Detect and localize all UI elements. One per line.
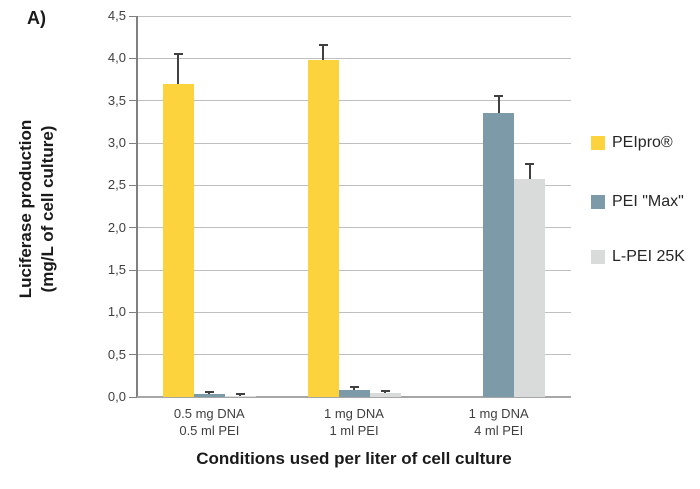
y-tick-label: 2,5 xyxy=(107,177,126,193)
y-tick-label: 0,0 xyxy=(107,389,126,404)
x-axis-line xyxy=(137,396,571,398)
y-axis-title-line1: Luciferase production xyxy=(16,119,35,299)
error-bar-line xyxy=(353,386,355,391)
x-category-label: 0.5 mg DNA 0.5 ml PEI xyxy=(137,405,281,439)
y-axis-title-line2: (mg/L of cell culture) xyxy=(38,125,57,293)
legend-label: PEIpro® xyxy=(612,134,673,151)
y-tick-label: 3,5 xyxy=(107,92,126,108)
bar-l-pei-25k xyxy=(369,392,401,397)
y-axis-tick xyxy=(129,354,137,356)
bar-pei-max- xyxy=(338,390,370,397)
legend-item: L-PEI 25K xyxy=(591,248,685,266)
y-axis-tick xyxy=(129,396,137,398)
bar-l-pei-25k xyxy=(224,395,256,397)
bar-l-pei-25k xyxy=(514,179,546,397)
y-axis-tick xyxy=(129,100,137,102)
y-axis-tick xyxy=(129,142,137,144)
legend-item: PEI "Max" xyxy=(591,193,684,211)
y-gridline xyxy=(137,142,571,144)
y-gridline xyxy=(137,15,571,17)
y-gridline xyxy=(137,269,571,271)
y-tick-label: 1,5 xyxy=(107,262,126,277)
legend-label: PEI "Max" xyxy=(612,193,684,210)
error-bar-line xyxy=(177,54,180,84)
y-gridline xyxy=(137,311,571,313)
y-tick-label: 1,0 xyxy=(107,304,126,320)
error-bar-cap xyxy=(380,390,390,393)
y-tick-label: 4,5 xyxy=(107,8,126,23)
x-category-label-line: 0.5 mg DNA xyxy=(173,406,245,421)
y-axis-line xyxy=(136,16,138,398)
x-category-label-line: 1 ml PEI xyxy=(329,423,379,438)
error-bar-line xyxy=(528,164,531,180)
y-axis-tick xyxy=(129,184,137,186)
y-tick-label: 3,0 xyxy=(107,135,126,150)
y-gridline xyxy=(137,184,571,186)
y-tick-label: 4,0 xyxy=(107,50,126,66)
x-category-label-line: 4 ml PEI xyxy=(474,423,524,438)
x-category-label-line: 0.5 ml PEI xyxy=(179,423,240,438)
x-category-label: 1 mg DNA 4 ml PEI xyxy=(427,405,571,439)
y-axis-tick xyxy=(129,311,137,313)
legend-swatch xyxy=(591,195,605,209)
y-axis-tick xyxy=(129,269,137,271)
x-category-label-line: 1 mg DNA xyxy=(324,406,384,421)
error-bar-line xyxy=(208,391,211,395)
legend-label: L-PEI 25K xyxy=(612,248,685,265)
error-bar-cap xyxy=(235,393,245,396)
error-bar-cap xyxy=(318,43,328,46)
bar-peipro- xyxy=(162,83,194,397)
error-bar-cap xyxy=(494,95,504,98)
y-tick-label: 2,0 xyxy=(107,219,126,235)
error-bar-cap xyxy=(173,53,183,56)
y-gridline xyxy=(137,354,571,356)
y-axis-tick xyxy=(129,57,137,59)
error-bar-line xyxy=(322,44,324,61)
bar-pei-max- xyxy=(483,113,515,397)
legend-swatch xyxy=(591,136,605,150)
x-category-label-line: 1 mg DNA xyxy=(468,406,529,421)
error-bar-cap xyxy=(204,390,214,393)
y-axis-tick xyxy=(129,15,137,17)
y-axis-tick xyxy=(129,227,137,229)
y-gridline xyxy=(137,227,571,229)
error-bar-cap xyxy=(525,163,535,166)
legend-swatch xyxy=(591,250,605,264)
y-axis-title: Luciferase production (mg/L of cell cult… xyxy=(15,79,61,339)
x-category-label: 1 mg DNA 1 ml PEI xyxy=(282,405,426,439)
y-tick-label: 0,5 xyxy=(107,346,126,362)
legend-item: PEIpro® xyxy=(591,134,673,152)
error-bar-cap xyxy=(349,385,359,388)
y-gridline xyxy=(137,100,571,102)
bar-pei-max- xyxy=(193,394,225,397)
figure-panel-label: A) xyxy=(27,8,46,28)
error-bar-line xyxy=(497,96,500,114)
bar-peipro- xyxy=(307,60,339,397)
y-gridline xyxy=(137,57,571,59)
x-axis-title: Conditions used per liter of cell cultur… xyxy=(196,449,512,468)
